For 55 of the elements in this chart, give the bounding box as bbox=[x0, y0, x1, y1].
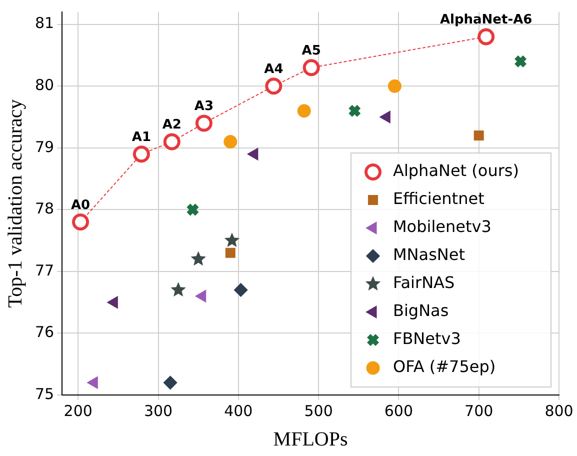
x-tick-label: 500 bbox=[304, 402, 333, 420]
point bbox=[87, 376, 98, 389]
legend-label: Efficientnet bbox=[393, 189, 484, 208]
point bbox=[107, 296, 118, 308]
y-tick-label: 75 bbox=[34, 384, 54, 403]
point bbox=[302, 59, 320, 76]
point bbox=[514, 54, 528, 68]
x-tick-label: 200 bbox=[64, 402, 92, 420]
legend-label: OFA (#75ep) bbox=[393, 357, 496, 376]
point bbox=[164, 376, 178, 390]
point bbox=[170, 282, 186, 296]
legend-label: FBNetv3 bbox=[393, 329, 461, 348]
x-tick-label: 800 bbox=[544, 402, 574, 420]
y-tick-label: 76 bbox=[34, 323, 54, 342]
point bbox=[297, 104, 311, 118]
x-tick-label: 400 bbox=[224, 402, 253, 420]
point bbox=[132, 146, 150, 163]
legend-label: AlphaNet (ours) bbox=[393, 161, 519, 180]
legend-label: BigNas bbox=[393, 301, 449, 320]
point bbox=[224, 134, 238, 148]
point bbox=[190, 251, 206, 266]
point bbox=[474, 130, 484, 141]
y-tick-label: 79 bbox=[34, 138, 54, 156]
y-axis-title: Top-1 validation accuracy bbox=[4, 99, 26, 308]
point bbox=[195, 114, 212, 132]
point bbox=[72, 214, 90, 231]
annotation: A5 bbox=[302, 43, 321, 58]
point bbox=[478, 28, 495, 46]
legend-label: Mobilenetv3 bbox=[393, 217, 492, 236]
y-tick-label: 80 bbox=[34, 76, 54, 94]
annotation: A3 bbox=[194, 99, 214, 114]
x-tick-label: 300 bbox=[144, 402, 173, 420]
legend-label: FairNAS bbox=[393, 273, 455, 292]
point bbox=[388, 79, 402, 93]
point bbox=[224, 232, 240, 248]
x-tick-label: 600 bbox=[384, 402, 414, 420]
point bbox=[163, 133, 180, 150]
x-tick-label: 700 bbox=[464, 402, 494, 420]
annotation: AlphaNet-A6 bbox=[440, 12, 532, 28]
point bbox=[348, 104, 362, 118]
annotation: A0 bbox=[70, 198, 90, 213]
annotation: A1 bbox=[132, 130, 151, 145]
legend-label: MNasNet bbox=[393, 245, 465, 264]
point bbox=[234, 283, 248, 297]
annotation: A2 bbox=[162, 118, 182, 133]
y-tick-label: 77 bbox=[34, 261, 54, 280]
point bbox=[265, 78, 282, 95]
point bbox=[186, 202, 200, 216]
point bbox=[196, 290, 206, 302]
point bbox=[225, 248, 236, 258]
point bbox=[248, 148, 258, 160]
y-tick-label: 81 bbox=[34, 14, 54, 32]
annotation: A4 bbox=[264, 62, 284, 78]
x-axis-title: MFLOPs bbox=[273, 428, 348, 450]
y-tick-label: 78 bbox=[34, 200, 54, 218]
